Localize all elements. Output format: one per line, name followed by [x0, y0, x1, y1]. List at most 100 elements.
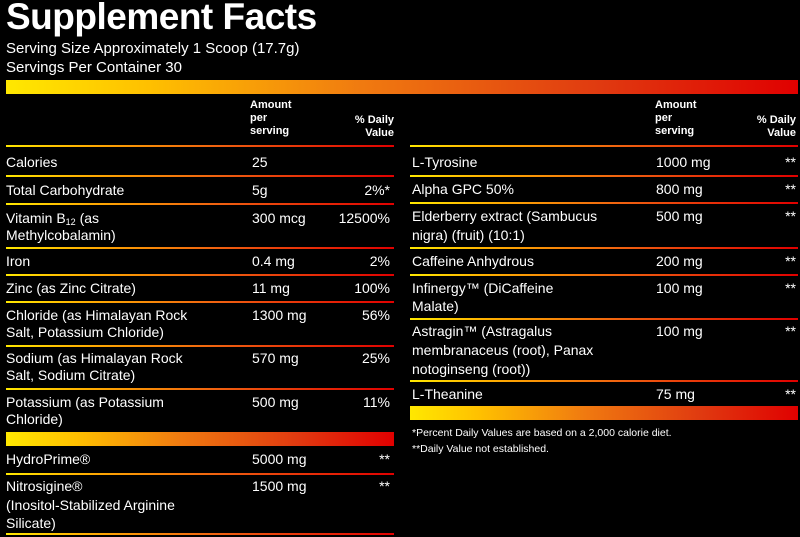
left-amount-header: Amount per serving [250, 99, 292, 138]
nutrient-dv: 12500% [338, 210, 390, 226]
header-line: per [250, 112, 268, 124]
ingredient-dv: ** [785, 154, 796, 170]
ingredient-name: Elderberry extract (Sambucus [412, 208, 598, 224]
nutrient-name-subscript: 12 [65, 217, 76, 227]
row-divider [6, 301, 394, 303]
nutrient-amount: 300 mcg [252, 210, 306, 226]
right-amount-header: Amount per serving [655, 99, 697, 138]
header-line: Value [767, 127, 796, 139]
ingredient-amount: 500 mg [656, 208, 703, 224]
right-header-divider [410, 145, 798, 147]
row-divider [6, 274, 394, 276]
nutrient-amount: 5000 mg [252, 451, 307, 467]
nutrient-name: Calories [6, 154, 58, 170]
ingredient-name: Infinergy™ (DiCaffeine [412, 280, 554, 296]
ingredient-name-line3: notoginseng (root)) [412, 361, 531, 377]
right-dv-header: % Daily Value [746, 114, 796, 140]
ingredient-dv: ** [785, 323, 796, 339]
serving-size: Serving Size Approximately 1 Scoop (17.7… [6, 40, 300, 57]
nutrient-dv: 56% [361, 307, 390, 323]
row-divider [6, 473, 394, 475]
row-divider [6, 345, 394, 347]
nutrient-name-line2: Salt, Potassium Chloride) [6, 324, 164, 340]
ingredient-name: L-Tyrosine [412, 154, 478, 170]
header-line: per [655, 112, 673, 124]
ingredient-name: L-Theanine [412, 386, 483, 402]
nutrient-name-rest: (as [75, 210, 100, 226]
panel-title: Supplement Facts [6, 0, 317, 37]
row-divider [6, 533, 394, 535]
nutrient-amount: 5g [252, 182, 268, 198]
ingredient-name: Caffeine Anhydrous [412, 253, 534, 269]
top-gradient-bar [6, 80, 798, 94]
nutrient-amount: 500 mg [252, 394, 299, 410]
ingredient-dv: ** [785, 386, 796, 402]
nutrient-amount: 11 mg [252, 280, 290, 296]
nutrient-name: Zinc (as Zinc Citrate) [6, 280, 136, 296]
row-divider [6, 203, 394, 205]
header-line: % Daily [756, 114, 796, 126]
nutrient-amount: 25 [252, 154, 268, 170]
nutrient-dv: 2% [369, 253, 390, 269]
row-divider [410, 202, 798, 204]
nutrient-name-line2: (Inositol-Stabilized Arginine [6, 497, 175, 513]
ingredient-dv: ** [785, 208, 796, 224]
ingredient-amount: 100 mg [656, 280, 703, 296]
footnote-daily-value: *Percent Daily Values are based on a 2,0… [412, 427, 672, 439]
header-line: Amount [655, 99, 697, 111]
ingredient-name-line2: membranaceus (root), Panax [412, 342, 594, 358]
nutrient-amount: 1500 mg [252, 478, 307, 494]
row-divider [6, 175, 394, 177]
row-divider [410, 318, 798, 320]
row-divider [410, 175, 798, 177]
ingredient-amount: 75 mg [656, 386, 695, 402]
nutrient-name: Vitamin B [6, 210, 66, 226]
nutrient-amount: 570 mg [252, 350, 299, 366]
left-header-divider [6, 145, 394, 147]
header-line: serving [250, 125, 290, 137]
nutrient-dv: ** [379, 451, 390, 467]
ingredient-amount: 200 mg [656, 253, 703, 269]
left-mid-gradient-bar [6, 432, 394, 446]
right-bottom-gradient-bar [410, 406, 798, 420]
header-line: serving [655, 125, 695, 137]
nutrient-name-line2: Salt, Sodium Citrate) [6, 367, 136, 383]
nutrient-name: HydroPrime® [6, 451, 91, 467]
nutrient-dv: ** [379, 478, 390, 494]
ingredient-dv: ** [785, 253, 796, 269]
nutrient-dv: 25% [361, 350, 390, 366]
ingredient-amount: 1000 mg [656, 154, 711, 170]
row-divider [410, 380, 798, 382]
row-divider [6, 388, 394, 390]
ingredient-dv: ** [785, 181, 796, 197]
nutrient-name: Sodium (as Himalayan Rock [6, 350, 183, 366]
ingredient-dv: ** [785, 280, 796, 296]
nutrient-name: Chloride (as Himalayan Rock [6, 307, 188, 323]
header-line: Amount [250, 99, 292, 111]
nutrient-dv: 100% [354, 280, 390, 296]
row-divider [410, 274, 798, 276]
header-line: % Daily [354, 114, 394, 126]
ingredient-name: Astragin™ (Astragalus [412, 323, 553, 339]
nutrient-name: Iron [6, 253, 31, 269]
footnote-not-established: **Daily Value not established. [412, 443, 549, 455]
nutrient-amount: 0.4 mg [252, 253, 295, 269]
ingredient-name-line2: Malate) [412, 298, 459, 314]
nutrient-name-line2: Methylcobalamin) [6, 227, 116, 243]
row-divider [410, 247, 798, 249]
nutrient-dv: 2%* [364, 182, 390, 198]
nutrient-dv: 11% [363, 394, 390, 410]
nutrient-name: Nitrosigine® [6, 478, 83, 494]
row-divider [6, 247, 394, 249]
header-line: Value [365, 127, 394, 139]
ingredient-name-line2: nigra) (fruit) (10:1) [412, 227, 525, 243]
nutrient-amount: 1300 mg [252, 307, 307, 323]
nutrient-name: Potassium (as Potassium [6, 394, 164, 410]
ingredient-amount: 800 mg [656, 181, 703, 197]
nutrient-name: Total Carbohydrate [6, 182, 125, 198]
left-dv-header: % Daily Value [346, 114, 394, 140]
servings-per-container: Servings Per Container 30 [6, 59, 182, 76]
nutrient-name-line2: Chloride) [6, 411, 63, 427]
ingredient-amount: 100 mg [656, 323, 703, 339]
nutrient-name-line3: Silicate) [6, 515, 56, 531]
